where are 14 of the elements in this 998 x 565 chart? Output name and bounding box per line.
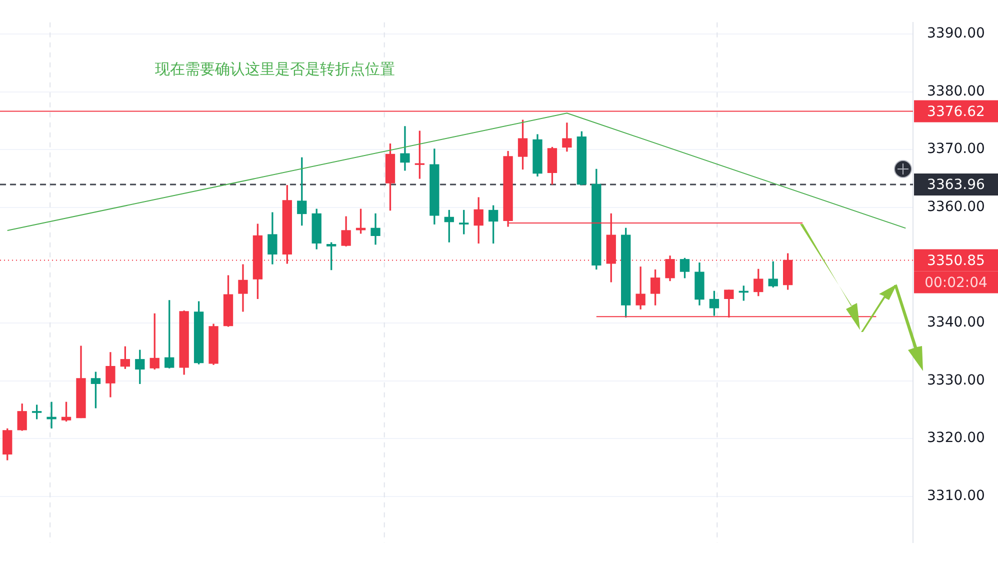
y-tick-label: 3320.00 [927, 430, 985, 446]
annotation: 现在需要确认这里是否是转折点位置 [155, 60, 395, 78]
text: 00:02:04 [924, 274, 988, 291]
y-tick-label: 3380.00 [927, 83, 985, 100]
candlestick [400, 126, 410, 171]
y-tick-label: 3340.00 [927, 314, 985, 331]
y-tick-label: 3330.00 [927, 372, 985, 388]
ref-line-label: 3350.85 [927, 252, 985, 269]
y-tick-label: 3370.00 [927, 141, 985, 158]
y-tick-label: 3310.00 [927, 488, 985, 504]
ref-line-label: 3376.62 [927, 104, 985, 120]
y-tick-label: 3390.00 [927, 26, 985, 42]
ref-line-label: 3363.96 [927, 177, 986, 194]
y-tick-label: 3360.00 [927, 199, 985, 215]
